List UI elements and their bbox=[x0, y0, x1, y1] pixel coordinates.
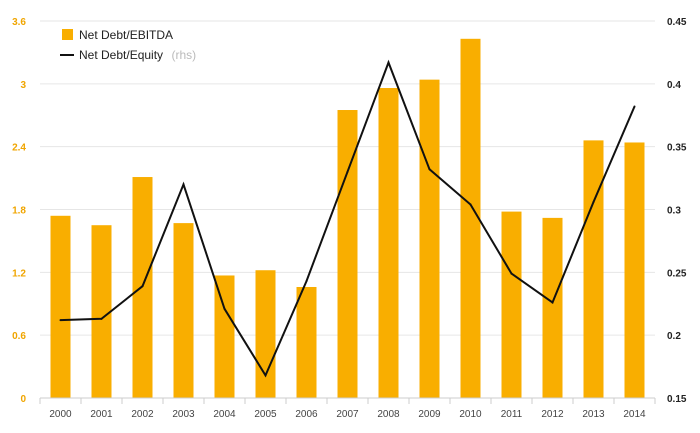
x-tick-label: 2014 bbox=[623, 409, 646, 420]
line-series bbox=[59, 59, 636, 378]
bar-2011 bbox=[501, 211, 522, 398]
line-point-2003 bbox=[182, 183, 185, 186]
left-tick-label: 1.8 bbox=[12, 206, 26, 217]
bar-2008 bbox=[378, 88, 399, 399]
legend-label-line: Net Debt/Equity (rhs) bbox=[79, 46, 196, 63]
bar-2006 bbox=[296, 286, 317, 398]
line-point-2012 bbox=[551, 301, 554, 304]
left-tick-label: 2.4 bbox=[12, 143, 26, 154]
right-tick-label: 0.4 bbox=[667, 80, 681, 91]
bar-2000 bbox=[50, 215, 71, 398]
x-tick-label: 2007 bbox=[336, 409, 359, 420]
x-tick-label: 2000 bbox=[49, 409, 72, 420]
legend-label-line-name: Net Debt/Equity bbox=[79, 48, 163, 62]
legend-label-bar: Net Debt/EBITDA bbox=[79, 28, 173, 42]
right-axis: 0.15 0.2 0.25 0.3 0.35 0.4 0.45 bbox=[667, 17, 687, 405]
line-point-2004 bbox=[223, 307, 226, 310]
line-point-2000 bbox=[59, 319, 62, 322]
x-tick-label: 2013 bbox=[582, 409, 605, 420]
bar-2002 bbox=[132, 177, 153, 398]
line-point-2009 bbox=[428, 168, 431, 171]
bar-series bbox=[50, 38, 645, 399]
line-point-2006 bbox=[305, 280, 308, 283]
line-point-2007 bbox=[346, 170, 349, 173]
legend-swatch-bar bbox=[62, 29, 73, 40]
right-tick-label: 0.2 bbox=[667, 331, 681, 342]
bar-2010 bbox=[460, 38, 481, 399]
left-tick-label: 3 bbox=[20, 80, 26, 91]
legend: Net Debt/EBITDA Net Debt/Equity (rhs) bbox=[60, 28, 196, 63]
x-tick-label: 2004 bbox=[213, 409, 236, 420]
bar-2001 bbox=[91, 225, 112, 398]
right-tick-label: 0.35 bbox=[667, 143, 687, 154]
line-point-2014 bbox=[633, 105, 636, 108]
x-tick-label: 2006 bbox=[295, 409, 318, 420]
right-tick-label: 0.45 bbox=[667, 17, 687, 28]
right-tick-label: 0.15 bbox=[667, 394, 687, 405]
x-tick-label: 2012 bbox=[541, 409, 564, 420]
line-point-2008 bbox=[387, 61, 390, 64]
bar-2013 bbox=[583, 140, 604, 398]
bar-2004 bbox=[214, 275, 235, 398]
bar-2007 bbox=[337, 110, 358, 398]
left-tick-label: 0 bbox=[20, 394, 26, 405]
x-tick-label: 2008 bbox=[377, 409, 400, 420]
x-tick-label: 2003 bbox=[172, 409, 195, 420]
x-tick-label: 2002 bbox=[131, 409, 154, 420]
right-tick-label: 0.3 bbox=[667, 206, 681, 217]
left-tick-label: 1.2 bbox=[12, 268, 26, 279]
bar-2014 bbox=[624, 142, 645, 398]
line-point-2011 bbox=[510, 272, 513, 275]
left-tick-label: 0.6 bbox=[12, 331, 26, 342]
bar-2005 bbox=[255, 270, 276, 398]
bar-2003 bbox=[173, 223, 194, 398]
x-tick-label: 2010 bbox=[459, 409, 482, 420]
bar-2009 bbox=[419, 79, 440, 399]
line-point-2001 bbox=[100, 317, 103, 320]
x-tick-label: 2005 bbox=[254, 409, 277, 420]
x-tick-label: 2011 bbox=[501, 409, 523, 420]
x-axis: 2000 2001 2002 2003 2004 2005 2006 2007 2008 2009… bbox=[39, 397, 656, 420]
right-tick-label: 0.25 bbox=[667, 268, 687, 279]
x-tick-label: 2001 bbox=[90, 409, 113, 420]
x-tick-label: 2009 bbox=[418, 409, 441, 420]
line-point-2010 bbox=[469, 203, 472, 206]
line-point-2005 bbox=[264, 374, 267, 377]
left-axis: 0 0.6 1.2 1.8 2.4 3 3.6 bbox=[12, 17, 26, 405]
line-point-2002 bbox=[141, 285, 144, 288]
legend-label-line-suffix: (rhs) bbox=[172, 48, 197, 62]
bar-2012 bbox=[542, 217, 563, 398]
left-tick-label: 3.6 bbox=[12, 17, 26, 28]
line-point-2013 bbox=[592, 200, 595, 203]
